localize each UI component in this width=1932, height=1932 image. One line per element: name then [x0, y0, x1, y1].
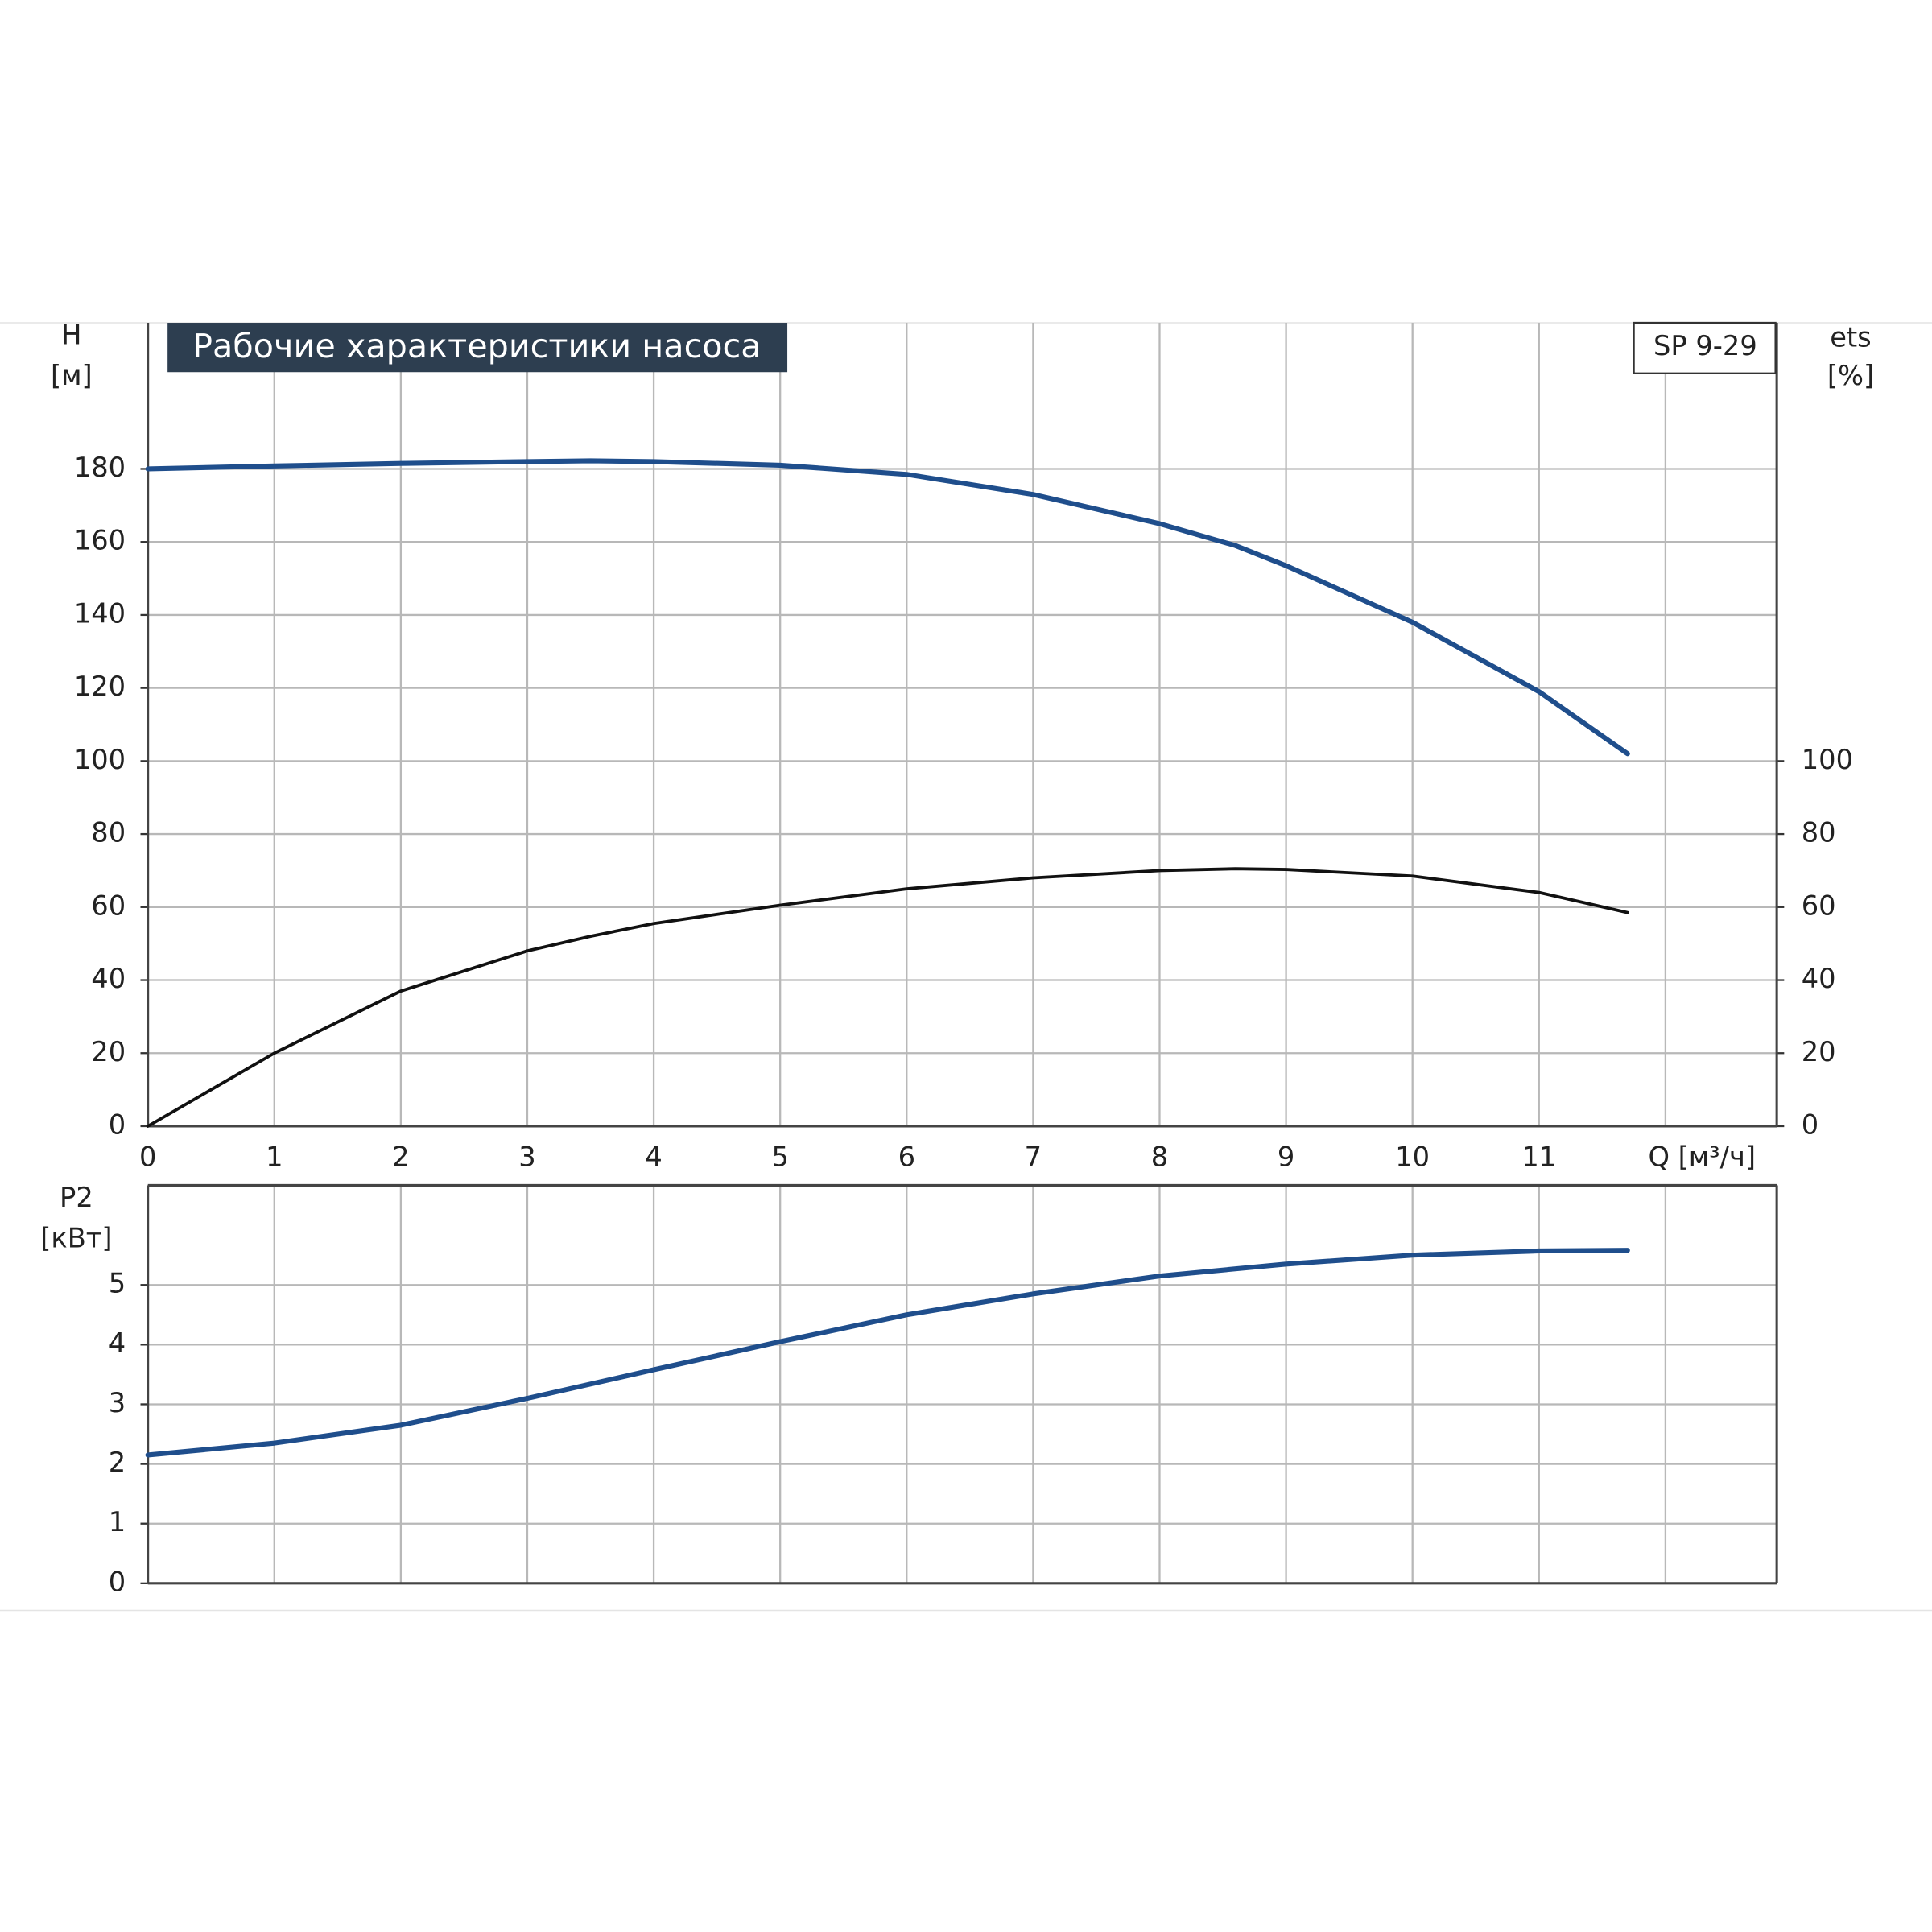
- x-tick-label: 10: [1395, 1141, 1430, 1172]
- plots: 0 1 2 3 4 5 6 7 8 9 10 11 Q [м³/ч]020406080100120140…: [74, 323, 1853, 1597]
- y-tick-label: 140: [74, 597, 126, 629]
- x-tick-label: 4: [645, 1141, 662, 1172]
- y2-tick-label: 100: [1802, 744, 1853, 775]
- x-tick-label: 6: [898, 1141, 915, 1172]
- y-tick-label: 100: [74, 744, 126, 775]
- y-tick-label: 20: [91, 1036, 126, 1067]
- x-tick-label: 5: [771, 1141, 788, 1172]
- model-box: [1633, 321, 1777, 374]
- x-tick-label: 3: [518, 1141, 535, 1172]
- y-tick-label: 160: [74, 525, 126, 556]
- y-tick-label: 60: [91, 890, 126, 921]
- y-tick-label: 180: [74, 452, 126, 483]
- y-tick-label: 0: [109, 1566, 126, 1597]
- y-axis-label: H: [61, 319, 81, 350]
- y-tick-label: 5: [109, 1268, 126, 1299]
- series-line: [146, 867, 1629, 1128]
- y2-axis-label: ets: [1830, 321, 1871, 353]
- x-tick-label: 1: [266, 1141, 283, 1172]
- x-tick-label: Q [м³/ч]: [1648, 1141, 1756, 1172]
- y-tick-label: 0: [109, 1108, 126, 1140]
- chart-title: Рабочие характеристики насоса: [192, 327, 762, 365]
- y2-tick-label: 80: [1802, 817, 1836, 848]
- title-box: [167, 323, 788, 373]
- y2-tick-label: 40: [1802, 963, 1836, 994]
- series-line: [145, 1248, 1630, 1458]
- y2-tick-label: 0: [1802, 1108, 1818, 1140]
- y2-tick-label: 20: [1802, 1036, 1836, 1067]
- series-line: [145, 458, 1630, 757]
- x-tick-label: 8: [1151, 1141, 1168, 1172]
- x-tick-label: 0: [139, 1141, 156, 1172]
- x-tick-label: 9: [1278, 1141, 1294, 1172]
- y-tick-label: 40: [91, 963, 126, 994]
- x-tick-label: 7: [1025, 1141, 1042, 1172]
- y2-axis-unit: [%]: [1827, 360, 1874, 391]
- x-tick-label: 11: [1521, 1141, 1556, 1172]
- y-tick-label: 4: [109, 1327, 126, 1359]
- y-tick-label: 1: [109, 1506, 126, 1538]
- y-tick-label: 80: [91, 817, 126, 848]
- y-axis-label: P2: [60, 1182, 93, 1213]
- y2-tick-label: 60: [1802, 890, 1836, 921]
- y-tick-label: 120: [74, 671, 126, 702]
- y-axis-unit: [м]: [51, 360, 93, 391]
- model-label: SP 9-29: [1653, 330, 1757, 361]
- y-tick-label: 3: [109, 1387, 126, 1418]
- x-tick-label: 2: [392, 1141, 409, 1172]
- y-axis-unit: [кВт]: [40, 1222, 112, 1253]
- y-tick-label: 2: [109, 1447, 126, 1478]
